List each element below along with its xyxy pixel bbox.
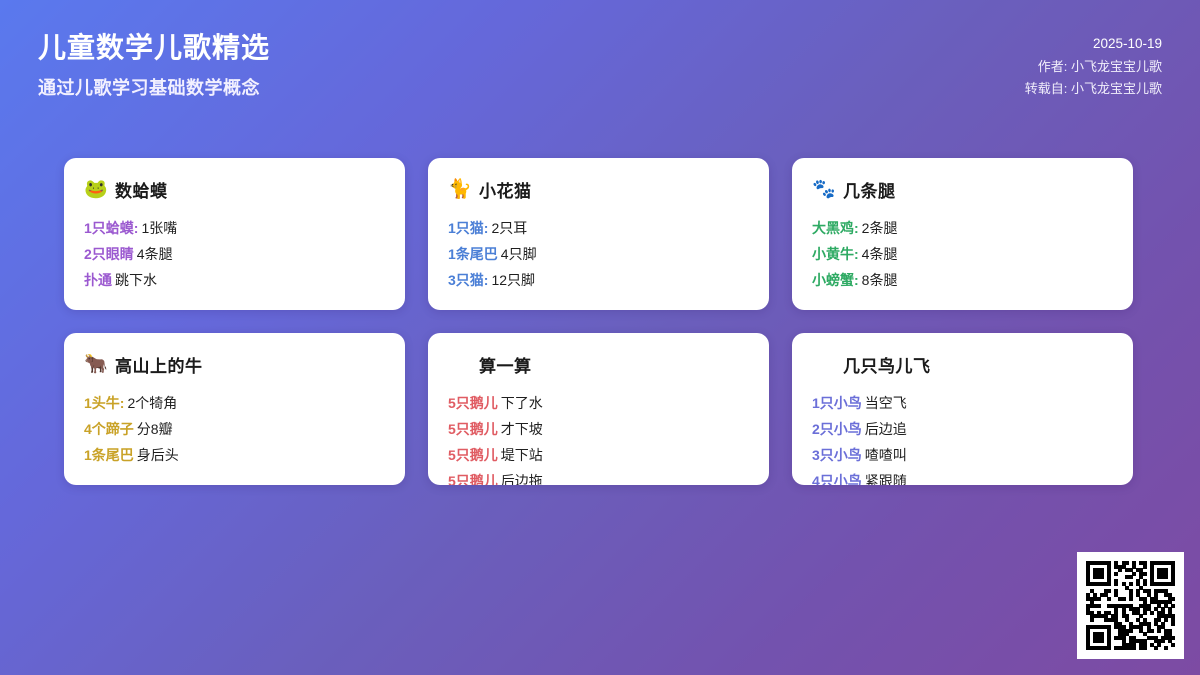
lyric-key: 1只小鸟 bbox=[812, 395, 862, 411]
lyric-line: 1头牛: 2个犄角 bbox=[84, 390, 385, 416]
lyric-line: 4个蹄子 分8瓣 bbox=[84, 416, 385, 442]
cat-icon: 🐈 bbox=[448, 177, 472, 200]
card-lyric-list: 1只蛤蟆: 1张嘴 2只眼睛 4条腿 扑通 跳下水 bbox=[84, 215, 385, 293]
lyric-value: 当空飞 bbox=[864, 395, 907, 411]
lyric-line: 2只小鸟 后边追 bbox=[812, 416, 1113, 442]
lyric-value: 紧跟随 bbox=[864, 473, 907, 485]
lyric-value: 1张嘴 bbox=[141, 220, 178, 236]
lyric-line: 2只眼睛 4条腿 bbox=[84, 241, 385, 267]
lyric-key: 5只鹅儿 bbox=[448, 395, 498, 411]
song-card[interactable]: 几只鸟儿飞 1只小鸟 当空飞 2只小鸟 后边追 3只小鸟 喳喳叫 4只小鸟 紧跟随 bbox=[792, 333, 1133, 485]
page-header: 儿童数学儿歌精选 通过儿歌学习基础数学概念 2025-10-19 作者: 小飞龙… bbox=[0, 0, 1200, 140]
song-card[interactable]: 🐾 几条腿 大黑鸡: 2条腿 小黄牛: 4条腿 小螃蟹: 8条腿 bbox=[792, 158, 1133, 310]
lyric-line: 1只小鸟 当空飞 bbox=[812, 390, 1113, 416]
lyric-line: 5只鹅儿 下了水 bbox=[448, 390, 749, 416]
lyric-value: 4条腿 bbox=[861, 246, 898, 262]
lyric-line: 5只鹅儿 才下坡 bbox=[448, 416, 749, 442]
lyric-line: 1只蛤蟆: 1张嘴 bbox=[84, 215, 385, 241]
publish-date: 2025-10-19 bbox=[1092, 36, 1162, 51]
card-title: 小花猫 bbox=[479, 181, 532, 201]
card-lyric-list: 大黑鸡: 2条腿 小黄牛: 4条腿 小螃蟹: 8条腿 bbox=[812, 215, 1113, 293]
lyric-key: 1只猫: bbox=[448, 220, 489, 236]
lyric-value: 后边拖 bbox=[500, 473, 543, 485]
qr-code bbox=[1086, 561, 1175, 650]
lyric-key: 1条尾巴 bbox=[448, 246, 498, 262]
lyric-key: 小螃蟹: bbox=[812, 272, 859, 288]
lyric-line: 4只小鸟 紧跟随 bbox=[812, 468, 1113, 485]
frog-icon: 🐸 bbox=[84, 177, 108, 200]
lyric-value: 堤下站 bbox=[500, 447, 543, 463]
lyric-key: 扑通 bbox=[84, 272, 112, 288]
lyric-value: 后边追 bbox=[864, 421, 907, 437]
header-meta-block: 2025-10-19 作者: 小飞龙宝宝儿歌 转载自: 小飞龙宝宝儿歌 bbox=[1025, 32, 1162, 101]
card-header: 🐂 高山上的牛 bbox=[84, 351, 385, 377]
lyric-key: 5只鹅儿 bbox=[448, 447, 498, 463]
lyric-line: 扑通 跳下水 bbox=[84, 267, 385, 293]
card-title: 几条腿 bbox=[843, 181, 896, 201]
lyric-line: 小黄牛: 4条腿 bbox=[812, 241, 1113, 267]
lyric-line: 大黑鸡: 2条腿 bbox=[812, 215, 1113, 241]
lyric-key: 5只鹅儿 bbox=[448, 421, 498, 437]
repost-source-label: 转载自: 小飞龙宝宝儿歌 bbox=[1024, 81, 1162, 97]
card-title: 高山上的牛 bbox=[115, 356, 203, 376]
card-title: 数蛤蟆 bbox=[115, 181, 168, 201]
lyric-value: 跳下水 bbox=[115, 272, 157, 288]
lyric-line: 1条尾巴 4只脚 bbox=[448, 241, 749, 267]
page-subtitle: 通过儿歌学习基础数学概念 bbox=[38, 78, 260, 98]
lyric-value: 分8瓣 bbox=[136, 421, 173, 437]
paw-icon: 🐾 bbox=[812, 177, 836, 200]
lyric-line: 3只小鸟 喳喳叫 bbox=[812, 442, 1113, 468]
card-header: 🐈 小花猫 bbox=[448, 176, 749, 202]
lyric-key: 小黄牛: bbox=[812, 246, 859, 262]
card-header: 🐸 数蛤蟆 bbox=[84, 176, 385, 202]
lyric-key: 3只猫: bbox=[448, 272, 489, 288]
lyric-line: 小螃蟹: 8条腿 bbox=[812, 267, 1113, 293]
lyric-line: 1条尾巴 身后头 bbox=[84, 442, 385, 468]
card-lyric-list: 1头牛: 2个犄角 4个蹄子 分8瓣 1条尾巴 身后头 bbox=[84, 390, 385, 468]
lyric-line: 5只鹅儿 后边拖 bbox=[448, 468, 749, 485]
card-title: 算一算 bbox=[479, 356, 532, 376]
lyric-value: 下了水 bbox=[500, 395, 543, 411]
lyric-value: 身后头 bbox=[136, 447, 179, 463]
lyric-key: 4只小鸟 bbox=[812, 473, 862, 485]
card-lyric-list: 5只鹅儿 下了水 5只鹅儿 才下坡 5只鹅儿 堤下站 5只鹅儿 后边拖 bbox=[448, 390, 749, 485]
lyric-key: 2只小鸟 bbox=[812, 421, 862, 437]
song-card[interactable]: 算一算 5只鹅儿 下了水 5只鹅儿 才下坡 5只鹅儿 堤下站 5只鹅儿 后边拖 bbox=[428, 333, 769, 485]
page-title: 儿童数学儿歌精选 bbox=[38, 32, 271, 63]
author-label: 作者: 小飞龙宝宝儿歌 bbox=[1037, 58, 1162, 74]
lyric-key: 大黑鸡: bbox=[812, 220, 859, 236]
lyric-key: 1头牛: bbox=[84, 395, 125, 411]
lyric-key: 2只眼睛 bbox=[84, 246, 134, 262]
lyric-value: 4只脚 bbox=[500, 246, 537, 262]
lyric-value: 喳喳叫 bbox=[864, 447, 907, 463]
card-header: 🐾 几条腿 bbox=[812, 176, 1113, 202]
song-card[interactable]: 🐸 数蛤蟆 1只蛤蟆: 1张嘴 2只眼睛 4条腿 扑通 跳下水 bbox=[64, 158, 405, 310]
card-header: 算一算 bbox=[448, 351, 749, 377]
lyric-value: 4条腿 bbox=[136, 246, 173, 262]
song-card[interactable]: 🐂 高山上的牛 1头牛: 2个犄角 4个蹄子 分8瓣 1条尾巴 身后头 bbox=[64, 333, 405, 485]
lyric-key: 1只蛤蟆: bbox=[84, 220, 139, 236]
lyric-key: 4个蹄子 bbox=[84, 421, 134, 437]
lyric-value: 12只脚 bbox=[491, 272, 536, 288]
header-title-block: 儿童数学儿歌精选 通过儿歌学习基础数学概念 bbox=[38, 30, 270, 100]
lyric-value: 8条腿 bbox=[861, 272, 898, 288]
ox-icon: 🐂 bbox=[84, 352, 108, 375]
card-lyric-list: 1只小鸟 当空飞 2只小鸟 后边追 3只小鸟 喳喳叫 4只小鸟 紧跟随 bbox=[812, 390, 1113, 485]
lyric-key: 1条尾巴 bbox=[84, 447, 134, 463]
card-header: 几只鸟儿飞 bbox=[812, 351, 1113, 377]
lyric-value: 2个犄角 bbox=[127, 395, 178, 411]
song-card-grid: 🐸 数蛤蟆 1只蛤蟆: 1张嘴 2只眼睛 4条腿 扑通 跳下水 🐈 小花猫 1只猫: 2只耳 1条尾巴 4… bbox=[64, 158, 1139, 485]
card-title: 几只鸟儿飞 bbox=[843, 356, 931, 376]
lyric-line: 3只猫: 12只脚 bbox=[448, 267, 749, 293]
lyric-value: 2只耳 bbox=[491, 220, 528, 236]
lyric-line: 5只鹅儿 堤下站 bbox=[448, 442, 749, 468]
lyric-value: 才下坡 bbox=[500, 421, 543, 437]
qr-code-container bbox=[1077, 552, 1184, 659]
lyric-key: 3只小鸟 bbox=[812, 447, 862, 463]
lyric-key: 5只鹅儿 bbox=[448, 473, 498, 485]
lyric-line: 1只猫: 2只耳 bbox=[448, 215, 749, 241]
lyric-value: 2条腿 bbox=[861, 220, 898, 236]
song-card[interactable]: 🐈 小花猫 1只猫: 2只耳 1条尾巴 4只脚 3只猫: 12只脚 bbox=[428, 158, 769, 310]
card-lyric-list: 1只猫: 2只耳 1条尾巴 4只脚 3只猫: 12只脚 bbox=[448, 215, 749, 293]
